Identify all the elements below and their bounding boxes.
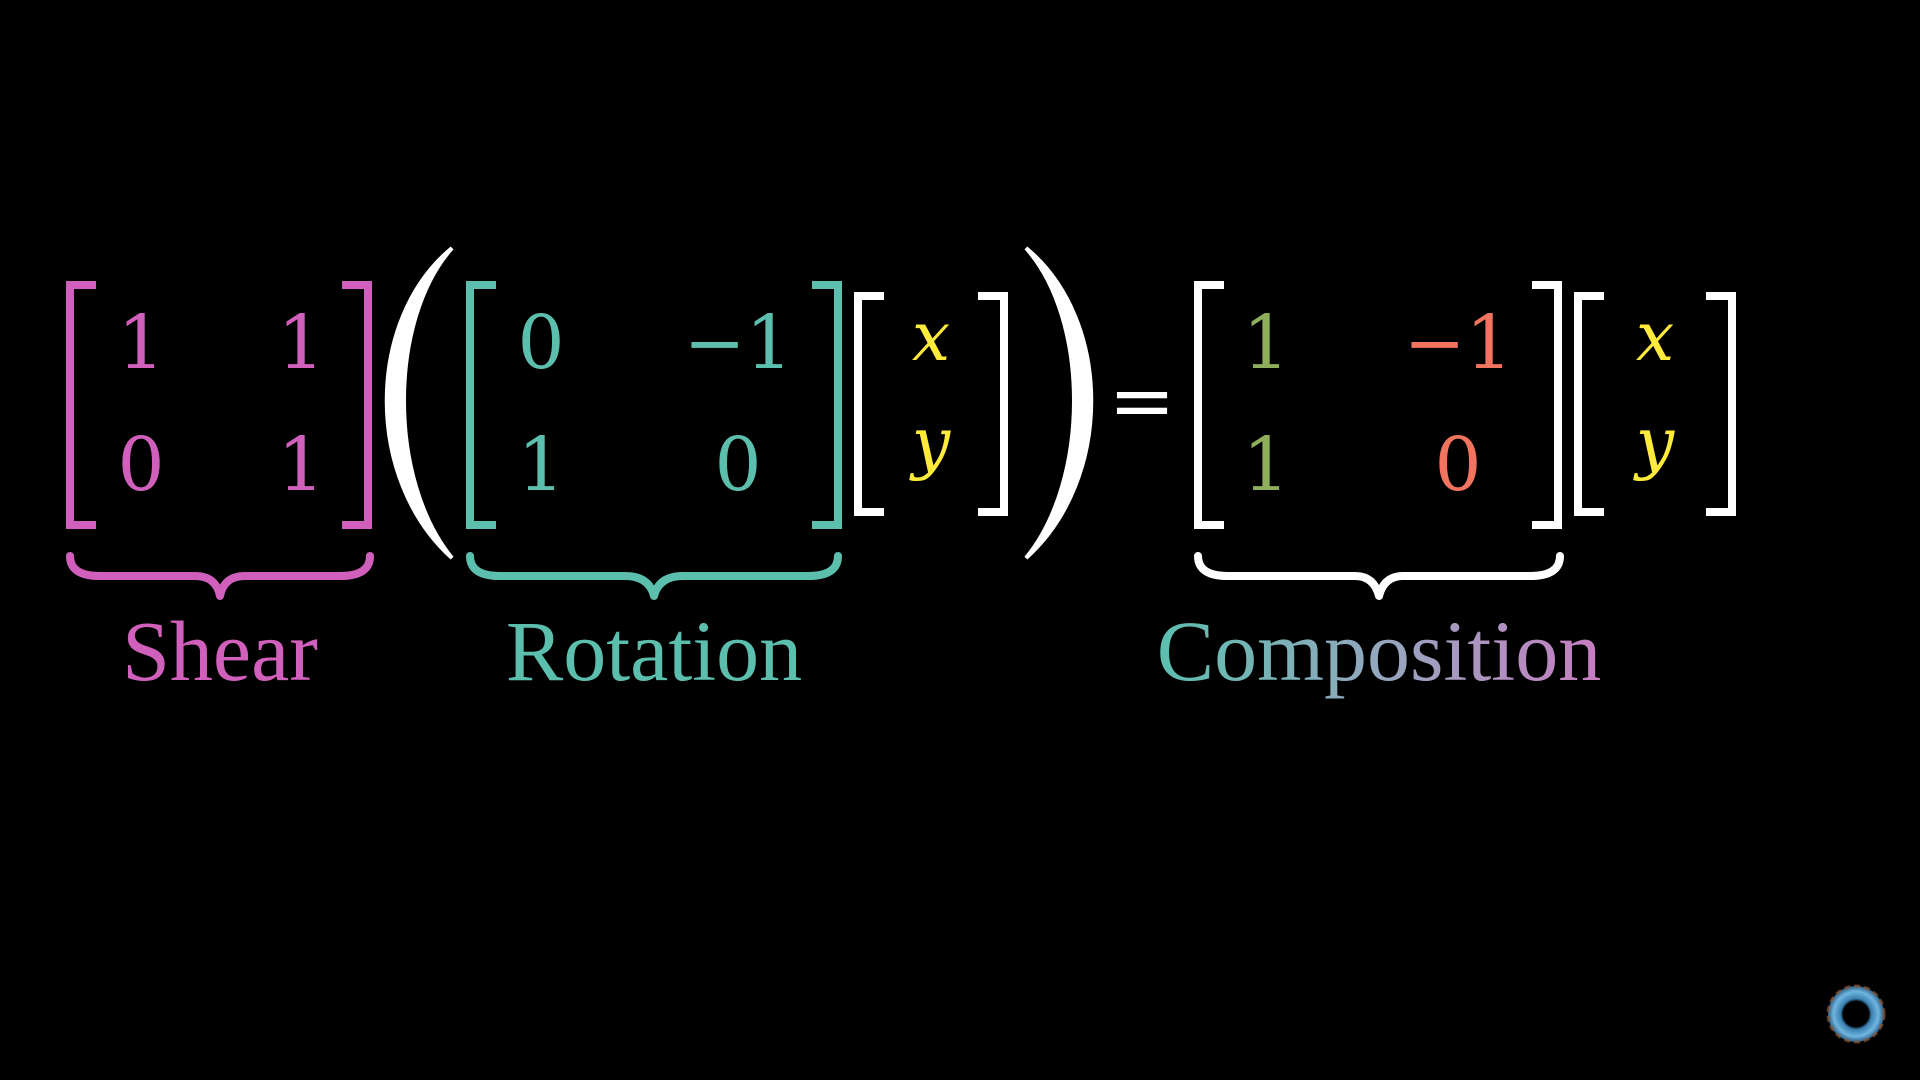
shear-brace bbox=[66, 552, 374, 600]
output-vector-left-bracket bbox=[1574, 292, 1604, 516]
rotation-label: Rotation bbox=[506, 603, 802, 699]
output-vector: x y bbox=[1574, 292, 1736, 516]
composition-matrix: 1 −1 1 0 bbox=[1194, 281, 1562, 529]
shear-left-bracket bbox=[66, 281, 96, 529]
input-vector-right-bracket bbox=[978, 292, 1008, 516]
composition-label: Composition bbox=[1157, 603, 1601, 699]
composition-entry-2-1: 1 bbox=[1242, 422, 1289, 508]
output-vector-right-bracket bbox=[1706, 292, 1736, 516]
rotation-entry-2-1: 1 bbox=[517, 422, 564, 508]
composition-entry-1-2: −1 bbox=[1403, 300, 1512, 386]
shear-label: Shear bbox=[122, 603, 318, 699]
left-parenthesis bbox=[384, 246, 454, 560]
input-vector-x: x bbox=[912, 298, 950, 377]
shear-entry-1-2: 1 bbox=[277, 300, 324, 386]
rotation-left-bracket bbox=[466, 281, 496, 529]
rotation-matrix: 0 −1 1 0 bbox=[466, 281, 842, 529]
composition-brace bbox=[1194, 552, 1564, 600]
shear-entry-1-1: 1 bbox=[117, 300, 164, 386]
rotation-entry-2-2: 0 bbox=[714, 422, 761, 508]
right-parenthesis bbox=[1024, 246, 1094, 560]
composition-entry-2-2: 0 bbox=[1434, 422, 1481, 508]
equals-sign: = bbox=[1108, 354, 1175, 447]
composition-left-bracket bbox=[1194, 281, 1224, 529]
composition-right-bracket bbox=[1532, 281, 1562, 529]
output-vector-y: y bbox=[1633, 404, 1676, 483]
input-vector-left-bracket bbox=[854, 292, 884, 516]
shear-entry-2-1: 0 bbox=[117, 422, 164, 508]
composition-entry-1-1: 1 bbox=[1242, 300, 1289, 386]
rotation-entry-1-2: −1 bbox=[683, 300, 792, 386]
output-vector-x: x bbox=[1636, 298, 1674, 377]
shear-entry-2-2: 1 bbox=[277, 422, 324, 508]
input-vector: x y bbox=[854, 292, 1008, 516]
pi-creature-eye-icon bbox=[1826, 984, 1886, 1044]
rotation-right-bracket bbox=[812, 281, 842, 529]
rotation-entry-1-1: 0 bbox=[517, 300, 564, 386]
rotation-brace bbox=[466, 552, 842, 600]
shear-matrix: 1 1 0 1 bbox=[66, 281, 372, 529]
shear-right-bracket bbox=[342, 281, 372, 529]
input-vector-y: y bbox=[909, 404, 952, 483]
